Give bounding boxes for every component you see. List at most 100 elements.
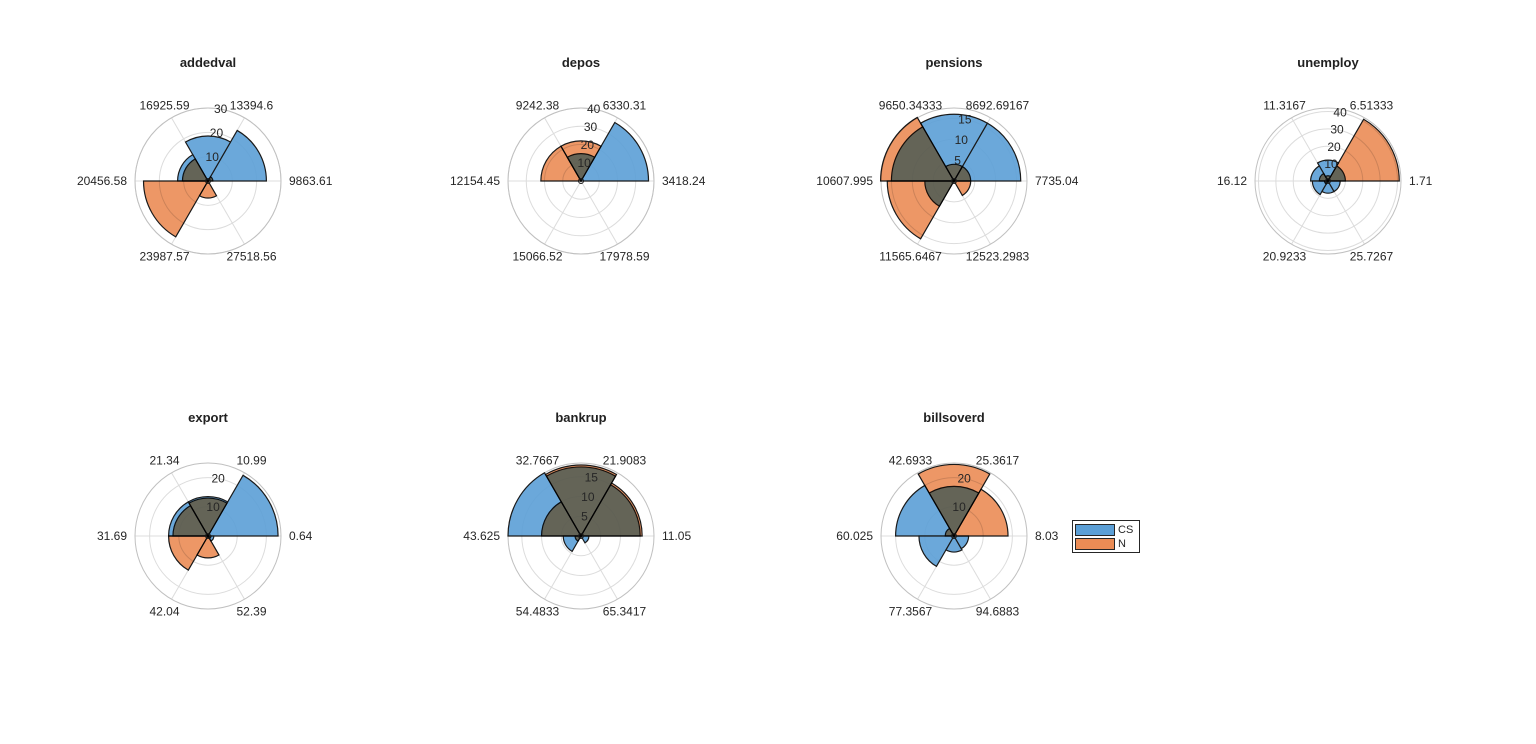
legend-swatch-cs xyxy=(1075,524,1115,536)
chart-title: unemploy xyxy=(1297,55,1359,70)
r-tick-label: 20 xyxy=(211,471,225,485)
legend-label-n: N xyxy=(1118,538,1126,550)
legend-item-cs: CS xyxy=(1075,524,1133,536)
r-tick-label: 40 xyxy=(1333,106,1347,120)
theta-tick-label: 12523.2983 xyxy=(966,249,1030,263)
sector-cs xyxy=(579,121,650,182)
r-tick-label: 20 xyxy=(581,138,595,152)
sector-cs xyxy=(918,535,956,568)
sector-n xyxy=(544,464,618,538)
theta-tick-label: 77.3567 xyxy=(889,604,933,618)
theta-tick-label: 11565.6467 xyxy=(879,249,942,263)
theta-tick-label: 21.9083 xyxy=(603,454,647,468)
theta-tick-label: 42.04 xyxy=(149,604,179,618)
polar-chart-addedval: 10 20 30 9863.61 13394.6 16925.59 20456.58 2398… xyxy=(77,55,338,291)
polar-chart-depos: 10 20 30 40 3418.24 6330.31 9242.38 12154.45 150… xyxy=(450,55,711,291)
sector-n xyxy=(198,179,218,199)
theta-tick-label: 8692.69167 xyxy=(966,99,1030,113)
sector-cs xyxy=(945,534,963,553)
sector-n xyxy=(879,116,956,182)
sector-n xyxy=(167,535,210,571)
polar-chart-export: 10 20 0.64 10.99 21.34 31.69 42.04 52.39 export xyxy=(78,410,338,646)
sector-cs xyxy=(206,129,268,182)
polar-axes: 10 20 30 40 1.71 6.51333 11.3167 16.12 20.9233 25… xyxy=(1217,99,1433,264)
sector-n xyxy=(540,501,583,537)
theta-tick-label: 11.05 xyxy=(662,529,691,543)
r-tick-label: 15 xyxy=(958,112,972,126)
r-tick-label: 10 xyxy=(581,490,595,504)
polar-axes: 10 20 30 9863.61 13394.6 16925.59 20456.58 2398… xyxy=(77,99,333,264)
sector-n xyxy=(952,180,972,197)
r-tick-label: 15 xyxy=(585,471,599,485)
theta-tick-label: 9242.38 xyxy=(516,99,560,113)
sector-n xyxy=(142,180,210,238)
theta-tick-label: 21.34 xyxy=(149,454,179,468)
theta-tick-label: 20456.58 xyxy=(77,174,127,188)
theta-tick-label: 52.39 xyxy=(236,604,266,618)
theta-tick-label: 16.12 xyxy=(1217,174,1247,188)
theta-tick-label: 27518.56 xyxy=(226,249,276,263)
polar-axes: 5 10 15 7735.04 8692.69167 9650.34333 10607.99… xyxy=(816,99,1078,264)
r-tick-label: 10 xyxy=(206,500,220,514)
r-tick-label: 10 xyxy=(1324,157,1338,171)
theta-tick-label: 25.3617 xyxy=(976,454,1020,468)
legend-swatch-n xyxy=(1075,538,1115,550)
theta-tick-label: 65.3417 xyxy=(603,604,647,618)
r-tick-label: 20 xyxy=(957,471,971,485)
theta-tick-label: 1.71 xyxy=(1409,174,1433,188)
theta-tick-label: 60.025 xyxy=(836,529,873,543)
theta-tick-label: 8.03 xyxy=(1035,529,1059,543)
theta-tick-label: 32.7667 xyxy=(516,454,560,468)
theta-tick-label: 11.3167 xyxy=(1263,99,1306,113)
theta-tick-label: 3418.24 xyxy=(662,174,706,188)
sector-n xyxy=(574,535,583,542)
theta-tick-label: 43.625 xyxy=(463,529,500,543)
sector-cs xyxy=(919,113,989,183)
theta-tick-label: 12154.45 xyxy=(450,174,500,188)
legend: CS N xyxy=(1072,520,1140,553)
sector-n xyxy=(1326,118,1400,182)
sector-n xyxy=(886,180,956,240)
r-tick-label: 30 xyxy=(584,120,598,134)
r-tick-label: 10 xyxy=(577,156,591,170)
sector-cs xyxy=(894,484,956,537)
theta-tick-label: 17978.59 xyxy=(599,249,649,263)
polar-axes: 5 10 15 11.05 21.9083 32.7667 43.625 54.4833 65.… xyxy=(463,454,691,619)
r-tick-label: 5 xyxy=(581,510,588,524)
r-tick-label: 5 xyxy=(954,153,961,167)
sector-cs xyxy=(206,474,279,537)
polar-axes: 10 20 30 40 3418.24 6330.31 9242.38 12154.45 150… xyxy=(450,99,706,264)
sector-cs xyxy=(952,122,1022,182)
chart-title: depos xyxy=(561,55,601,70)
theta-tick-label: 6.51333 xyxy=(1350,99,1394,113)
legend-label-cs: CS xyxy=(1118,524,1134,536)
chart-title: pensions xyxy=(925,55,983,70)
sector-n xyxy=(952,488,1009,537)
polar-chart-pensions: 5 10 15 7735.04 8692.69167 9650.34333 10607.99… xyxy=(816,55,1084,291)
theta-tick-label: 94.6883 xyxy=(976,604,1020,618)
sector-cs xyxy=(1311,180,1330,196)
r-tick-label: 20 xyxy=(210,126,224,140)
polar-chart-unemploy: 10 20 30 40 1.71 6.51333 11.3167 16.12 20.9233 25… xyxy=(1198,55,1458,291)
sector-n xyxy=(206,175,214,182)
theta-tick-label: 6330.31 xyxy=(603,99,647,113)
theta-tick-label: 42.6933 xyxy=(889,454,933,468)
r-tick-label: 10 xyxy=(952,500,966,514)
theta-tick-label: 9863.61 xyxy=(289,174,333,188)
theta-tick-label: 54.4833 xyxy=(516,604,560,618)
theta-tick-label: 10.99 xyxy=(236,454,266,468)
theta-tick-label: 16925.59 xyxy=(139,99,189,113)
polar-chart-bankrup: 5 10 15 11.05 21.9083 32.7667 43.625 54.4833 65.… xyxy=(451,410,711,646)
chart-title: bankrup xyxy=(555,410,607,425)
theta-tick-label: 25.7267 xyxy=(1350,249,1394,263)
polar-axes: 10 20 0.64 10.99 21.34 31.69 42.04 52.39 xyxy=(97,454,313,619)
theta-tick-label: 20.9233 xyxy=(1263,249,1307,263)
r-tick-label: 20 xyxy=(1327,140,1341,154)
sector-n xyxy=(917,463,991,538)
r-tick-label: 30 xyxy=(1330,123,1344,137)
polar-axes: 10 20 8.03 25.3617 42.6933 60.025 77.3567 94.68… xyxy=(836,454,1059,619)
polar-chart-billsoverd: 10 20 8.03 25.3617 42.6933 60.025 77.3567 94.68… xyxy=(824,410,1084,646)
sector-cs xyxy=(579,535,590,544)
r-tick-label: 40 xyxy=(587,102,601,116)
r-tick-label: 30 xyxy=(214,102,228,116)
